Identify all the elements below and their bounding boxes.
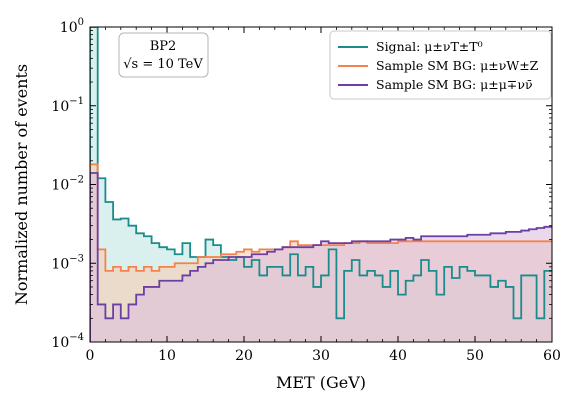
y-axis-label: Normalized number of events [12,64,31,305]
series-fill-mumununu [90,172,552,342]
legend-entry-mumununu: Sample SM BG: μ±μ∓νν̄ [338,77,533,92]
ticks: 0 10 20 30 40 50 60 10−4 10−3 10−2 10−1 100 [51,17,560,364]
x-tick-label: 50 [466,348,484,364]
annotation-frame [118,32,209,78]
series-line-signal [90,27,552,342]
x-tick-label: 20 [235,348,253,364]
plot-area [90,27,552,342]
x-tick-label: 40 [389,348,407,364]
x-tick-label: 30 [312,348,330,364]
legend-label-signal: Signal: μ±νT±T⁰ [376,39,483,54]
x-axis-label: MET (GeV) [276,373,366,392]
y-tick-label: 10−3 [51,253,84,272]
y-tick-label: 10−2 [51,175,84,194]
annotation-energy: √s = 10 TeV [123,57,203,72]
annotation-benchmark: BP2 [150,39,177,54]
y-tick-label: 100 [60,17,84,36]
series-line-mumununu [90,172,552,342]
y-tick-label: 10−4 [51,332,84,351]
x-tick-label: 60 [543,348,561,364]
legend-label-wz: Sample SM BG: μ±νW±Z [376,58,539,73]
y-tick-label: 10−1 [51,96,84,115]
legend-frame [329,30,552,100]
annotation-box: BP2 √s = 10 TeV [118,32,209,78]
legend-entry-signal: Signal: μ±νT±T⁰ [338,39,483,54]
legend-label-mumununu: Sample SM BG: μ±μ∓νν̄ [376,77,533,92]
x-tick-label: 0 [86,348,95,364]
legend: Signal: μ±νT±T⁰ Sample SM BG: μ±νW±Z Sam… [329,30,552,100]
legend-entry-wz: Sample SM BG: μ±νW±Z [338,58,539,73]
x-tick-label: 10 [158,348,176,364]
